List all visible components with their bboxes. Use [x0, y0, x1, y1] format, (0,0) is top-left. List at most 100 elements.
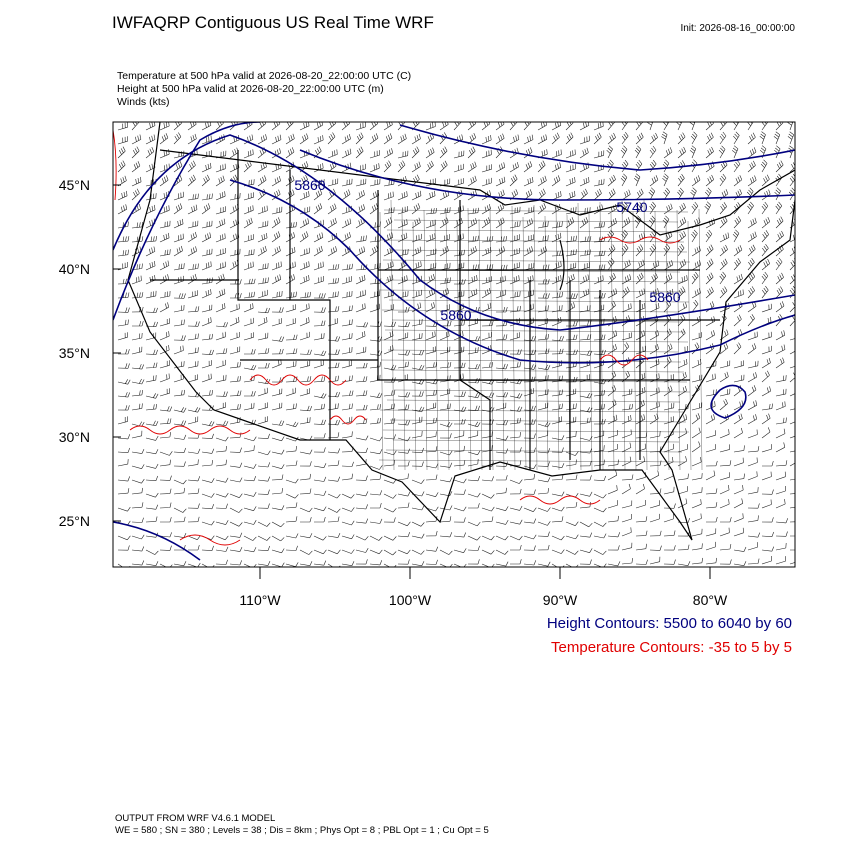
wind-barb — [635, 122, 643, 131]
wind-barb — [425, 346, 436, 355]
wind-barb — [719, 360, 731, 369]
wind-barb — [495, 162, 506, 173]
wind-barb — [733, 445, 745, 453]
wind-barb — [747, 201, 754, 215]
wind-barb — [397, 248, 409, 257]
wind-barb — [131, 378, 145, 385]
wind-barb — [509, 519, 523, 525]
wind-barb — [551, 491, 565, 497]
wind-barb — [327, 277, 339, 285]
wind-barb — [677, 385, 687, 397]
wind-barb — [257, 205, 268, 215]
wind-barb — [705, 470, 716, 481]
wind-barb — [439, 388, 451, 397]
wind-barb — [327, 149, 338, 159]
wind-barb — [593, 204, 604, 215]
wind-barb — [495, 176, 506, 187]
wind-barb — [131, 275, 142, 285]
wind-barb — [551, 175, 561, 187]
wind-barb — [761, 370, 770, 383]
wind-barb — [229, 390, 242, 397]
wind-barb — [145, 449, 159, 455]
wind-barb — [551, 506, 565, 512]
wind-barb — [117, 175, 127, 187]
wind-barb — [467, 264, 480, 271]
wind-barb — [243, 402, 255, 411]
wind-barb — [761, 216, 771, 229]
wind-barb — [257, 521, 271, 527]
wind-barb — [593, 150, 605, 159]
wind-barb — [676, 122, 683, 131]
wind-barb — [383, 232, 394, 243]
wind-barb — [411, 549, 425, 555]
wind-barb — [551, 221, 563, 229]
wind-barb — [761, 386, 771, 397]
wind-barb — [355, 331, 366, 341]
wind-barb — [131, 263, 143, 271]
wind-barb — [173, 434, 187, 440]
wind-barb — [131, 332, 143, 341]
wind-barb — [579, 548, 593, 553]
wind-barb — [201, 349, 214, 355]
wind-barb — [733, 400, 744, 411]
wind-barb — [201, 360, 212, 369]
wind-barb — [411, 533, 425, 539]
wind-barb — [173, 122, 182, 131]
wind-barb — [607, 459, 619, 467]
wind-barb — [285, 545, 298, 551]
wind-barb — [523, 473, 535, 481]
wind-barb — [663, 147, 673, 159]
wind-barb — [705, 430, 716, 439]
wind-barb — [775, 556, 786, 565]
wind-barb — [341, 134, 351, 145]
wind-barb — [677, 230, 686, 243]
wind-barb — [467, 421, 481, 428]
wind-barb — [187, 347, 199, 355]
wind-barb — [733, 245, 743, 257]
wind-barb — [243, 192, 254, 201]
wind-barb — [313, 463, 327, 468]
wind-barb — [327, 476, 341, 482]
wind-barb — [523, 507, 537, 512]
wind-barb — [662, 159, 670, 173]
wind-barb — [145, 246, 156, 257]
wind-barb — [677, 486, 688, 495]
wind-barb — [453, 430, 465, 439]
wind-barb — [160, 517, 172, 523]
wind-barb — [341, 561, 355, 566]
wind-barb — [649, 175, 659, 187]
wind-barb — [705, 132, 714, 145]
wind-barb — [299, 317, 310, 327]
wind-barb — [187, 220, 199, 229]
wind-barb — [397, 404, 410, 411]
wind-barb — [271, 318, 282, 327]
wind-barb — [355, 190, 365, 201]
wind-barb — [257, 316, 268, 327]
wind-barb — [243, 160, 252, 173]
wind-barb — [551, 191, 562, 201]
wind-barb — [341, 148, 352, 159]
wind-barb — [649, 470, 660, 481]
wind-barb — [425, 559, 438, 565]
wind-barb — [271, 420, 285, 426]
wind-barb — [355, 404, 368, 411]
wind-barb — [551, 204, 561, 215]
wind-barb — [355, 362, 368, 369]
wind-barb — [425, 431, 437, 439]
wind-barb — [747, 515, 759, 523]
wind-barb — [369, 245, 379, 257]
wind-barb — [271, 505, 285, 511]
wind-barb — [467, 430, 479, 439]
wind-barb — [635, 259, 645, 271]
temperature-contours — [113, 129, 681, 546]
wind-barb — [537, 364, 551, 371]
wind-barb — [732, 229, 740, 243]
wind-barb — [733, 301, 743, 313]
wind-barb — [691, 557, 703, 565]
wind-barb — [607, 429, 618, 439]
wind-barb — [467, 288, 478, 299]
wind-barb — [719, 173, 727, 187]
wind-barb — [635, 232, 646, 243]
wind-barb — [215, 303, 226, 313]
wind-barb — [187, 535, 201, 540]
